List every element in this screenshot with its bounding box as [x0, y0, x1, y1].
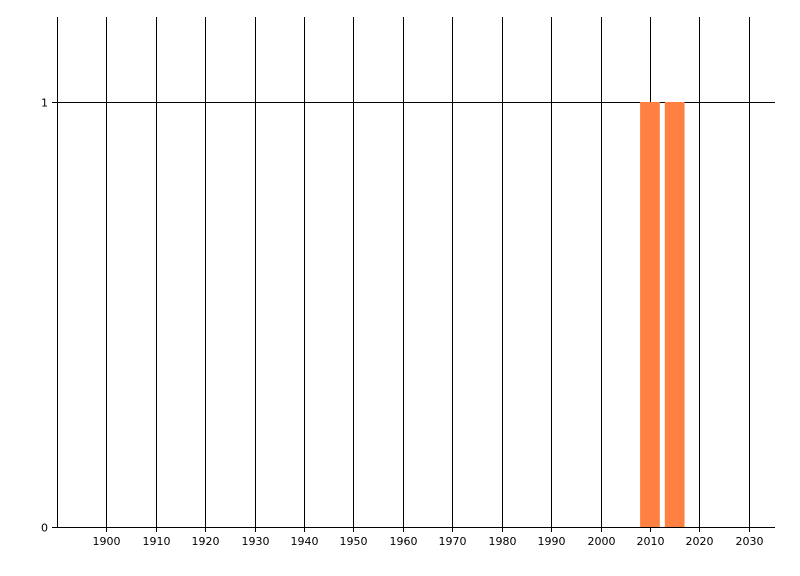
x-tick-label: 1980: [489, 535, 517, 548]
x-tick-label: 2020: [686, 535, 714, 548]
x-tick-label: 1990: [538, 535, 566, 548]
bar: [664, 102, 685, 527]
x-tick-label: 1950: [340, 535, 368, 548]
x-tick-label: 1970: [439, 535, 467, 548]
x-tick-label: 1940: [291, 535, 319, 548]
x-tick-label: 2000: [588, 535, 616, 548]
x-tick-label: 1930: [242, 535, 270, 548]
x-tick-label: 2030: [736, 535, 764, 548]
x-tick-label: 1900: [93, 535, 121, 548]
x-tick-label: 1960: [390, 535, 418, 548]
x-tick-label: 1910: [143, 535, 171, 548]
bar: [640, 102, 660, 527]
y-tick-label: 1: [41, 97, 48, 110]
y-tick-label: 0: [41, 522, 48, 535]
x-tick-label: 1920: [192, 535, 220, 548]
x-tick-label: 2010: [637, 535, 665, 548]
